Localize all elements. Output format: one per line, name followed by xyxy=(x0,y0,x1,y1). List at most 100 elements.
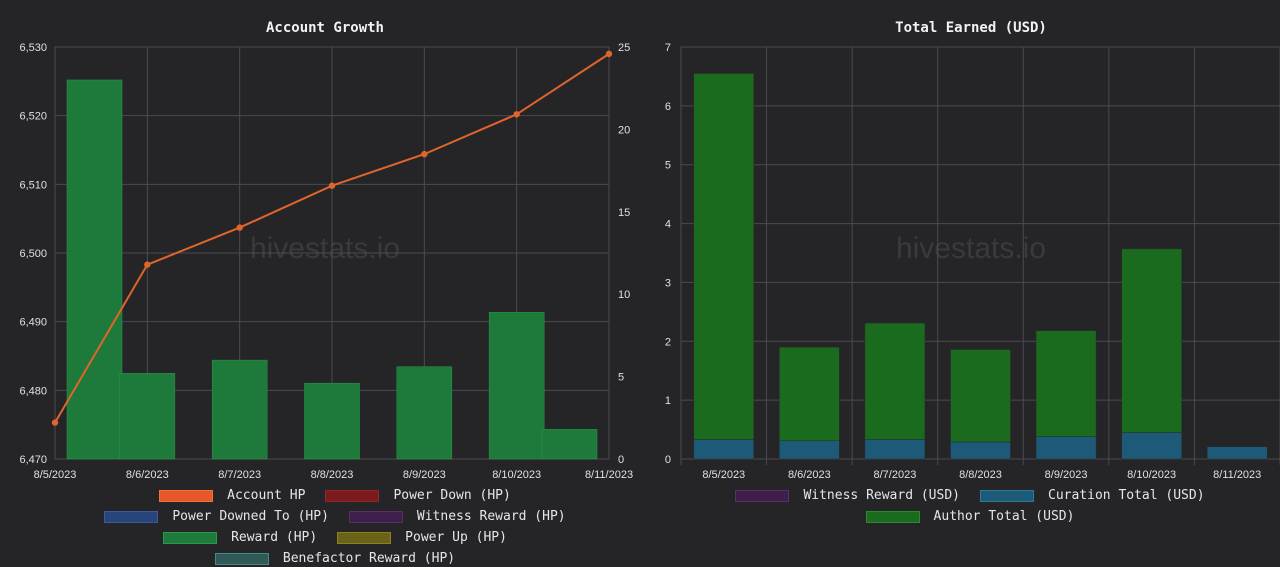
y-tick-label: 3 xyxy=(665,277,671,289)
x-tick-label: 8/5/2023 xyxy=(702,469,745,481)
x-tick-label: 8/7/2023 xyxy=(874,469,917,481)
total-earned-title: Total Earned (USD) xyxy=(895,20,1047,36)
watermark: hivestats.io xyxy=(896,232,1046,265)
y-right-tick-label: 15 xyxy=(618,207,630,219)
x-tick-label: 8/8/2023 xyxy=(959,469,1002,481)
y-left-tick-label: 6,530 xyxy=(19,42,47,54)
curation-total-usd-bar xyxy=(950,441,1011,460)
account-growth-chart: Account Growth hivestats.io 6,470 6,480 6,… xyxy=(19,20,633,481)
total-earned-chart: Total Earned (USD) hivestats.io 0 1 2 3 4 5 6 7… xyxy=(665,20,1280,481)
legend-label: Curation Total (USD) xyxy=(1048,488,1205,503)
reward-hp-bar xyxy=(541,429,598,460)
total-earned-legend: Witness Reward (USD) Curation Total (USD)… xyxy=(700,487,1240,525)
author-total-usd-bar xyxy=(1121,248,1182,433)
account-hp-point xyxy=(421,150,428,158)
y-tick-label: 2 xyxy=(665,336,671,348)
x-tick-label: 8/10/2023 xyxy=(1127,469,1176,481)
y-left-tick-label: 6,490 xyxy=(19,317,47,329)
curation-total-usd-bar xyxy=(693,439,755,460)
legend-item-reward-hp[interactable]: Reward (HP) xyxy=(163,529,317,546)
y-tick-label: 7 xyxy=(665,42,671,54)
reward-hp-bar xyxy=(304,382,360,460)
legend-item-power-up-hp[interactable]: Power Up (HP) xyxy=(337,529,507,546)
reward-hp-bar xyxy=(211,359,268,460)
account-hp-point xyxy=(51,419,59,426)
y-tick-label: 4 xyxy=(665,219,671,231)
legend-item-author-total-usd[interactable]: Author Total (USD) xyxy=(865,508,1075,525)
x-tick-label: 8/6/2023 xyxy=(126,469,169,481)
y-right-tick-label: 0 xyxy=(618,454,624,466)
y-left-tick-label: 6,520 xyxy=(19,111,47,123)
x-tick-label: 8/9/2023 xyxy=(403,469,446,481)
legend-item-benefactor-reward-hp[interactable]: Benefactor Reward (HP) xyxy=(214,550,456,567)
legend-swatch xyxy=(980,489,1034,502)
account-hp-point xyxy=(513,111,520,118)
watermark: hivestats.io xyxy=(250,232,400,265)
y-right-tick-label: 5 xyxy=(618,372,624,384)
y-left-tick-label: 6,470 xyxy=(19,454,47,466)
reward-hp-bar xyxy=(488,312,545,460)
legend-item-witness-reward-hp[interactable]: Witness Reward (HP) xyxy=(348,508,566,525)
x-tick-label: 8/11/2023 xyxy=(585,469,633,481)
legend-item-witness-reward-usd[interactable]: Witness Reward (USD) xyxy=(735,487,960,504)
curation-total-usd-bar xyxy=(1121,432,1182,460)
legend-swatch xyxy=(214,552,269,565)
y-tick-label: 5 xyxy=(665,160,671,172)
y-tick-label: 0 xyxy=(665,454,671,466)
author-total-usd-bar xyxy=(693,73,755,440)
author-total-usd-bar xyxy=(950,349,1011,443)
legend-item-power-down-hp[interactable]: Power Down (HP) xyxy=(325,487,511,504)
legend-item-curation-total-usd[interactable]: Curation Total (USD) xyxy=(980,487,1205,504)
legend-swatch xyxy=(337,531,392,544)
reward-hp-bar xyxy=(396,366,453,460)
account-growth-legend: Account HP Power Down (HP) Power Downed To… xyxy=(30,487,640,567)
y-left-tick-label: 6,510 xyxy=(19,179,47,191)
legend-label: Power Downed To (HP) xyxy=(172,509,329,524)
legend-swatch xyxy=(163,531,218,544)
y-left-tick-label: 6,480 xyxy=(19,385,47,397)
legend-swatch xyxy=(104,510,159,523)
y-right-tick-label: 20 xyxy=(618,124,630,136)
x-tick-label: 8/5/2023 xyxy=(34,469,77,481)
legend-item-power-downed-to-hp[interactable]: Power Downed To (HP) xyxy=(104,508,329,525)
curation-total-usd-bar xyxy=(1035,436,1097,460)
account-hp-point xyxy=(328,182,336,189)
account-growth-title: Account Growth xyxy=(266,20,384,36)
legend-label: Witness Reward (HP) xyxy=(416,509,566,524)
legend-swatch xyxy=(325,489,380,502)
y-right-tick-label: 10 xyxy=(618,289,630,301)
legend-swatch xyxy=(348,510,403,523)
x-tick-label: 8/9/2023 xyxy=(1045,469,1088,481)
x-tick-label: 8/10/2023 xyxy=(492,469,541,481)
legend-label: Power Up (HP) xyxy=(405,530,507,545)
y-right-tick-label: 25 xyxy=(618,42,630,54)
author-total-usd-bar xyxy=(864,322,926,440)
legend-label: Benefactor Reward (HP) xyxy=(282,551,456,566)
reward-hp-bar xyxy=(119,373,176,460)
legend-label: Author Total (USD) xyxy=(933,509,1075,524)
legend-label: Account HP xyxy=(227,488,306,503)
x-tick-label: 8/6/2023 xyxy=(788,469,831,481)
y-left-tick-label: 6,500 xyxy=(19,248,47,260)
curation-total-usd-bar xyxy=(779,440,840,460)
legend-label: Power Down (HP) xyxy=(393,488,511,503)
author-total-usd-bar xyxy=(779,346,840,442)
legend-swatch xyxy=(159,489,214,502)
author-total-usd-bar xyxy=(1035,330,1097,437)
account-hp-point xyxy=(236,224,243,231)
curation-total-usd-bar xyxy=(1206,446,1268,460)
reward-hp-bar xyxy=(66,79,123,460)
x-tick-label: 8/7/2023 xyxy=(218,469,261,481)
account-hp-point xyxy=(144,261,151,268)
legend-label: Reward (HP) xyxy=(231,530,318,545)
x-tick-label: 8/11/2023 xyxy=(1213,469,1261,481)
x-tick-label: 8/8/2023 xyxy=(311,469,354,481)
legend-item-account-hp[interactable]: Account HP xyxy=(159,487,305,504)
legend-swatch xyxy=(735,489,790,502)
y-tick-label: 6 xyxy=(665,101,671,113)
legend-label: Witness Reward (USD) xyxy=(803,488,960,503)
account-hp-point xyxy=(605,50,613,58)
y-tick-label: 1 xyxy=(665,395,671,407)
legend-swatch xyxy=(865,510,920,523)
